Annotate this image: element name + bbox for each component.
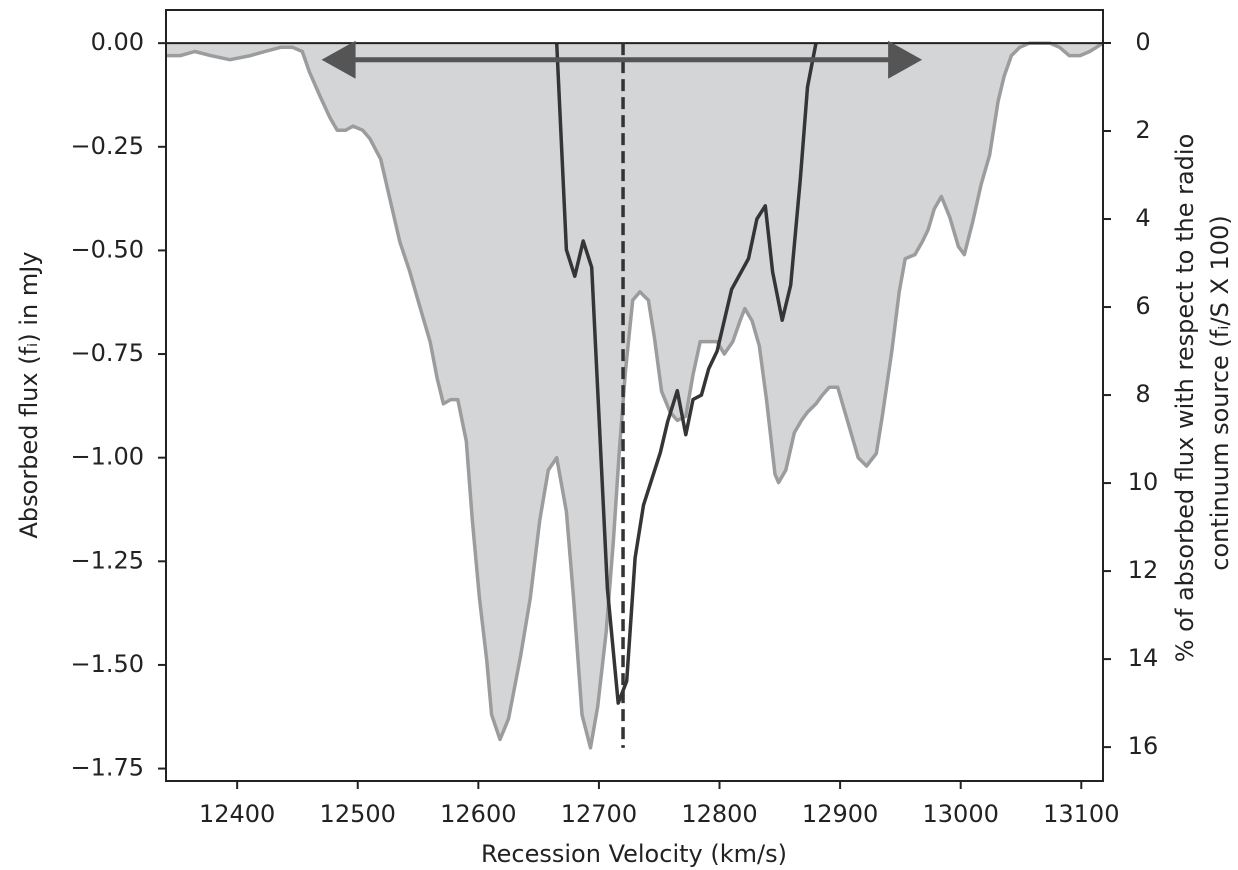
y-tick-label: 0.00 bbox=[91, 28, 144, 56]
y-tick-label: −1.50 bbox=[70, 650, 144, 678]
x-tick-label: 12700 bbox=[561, 800, 637, 828]
y-axis-label: Absorbed flux (fᵢ) in mJy bbox=[15, 252, 43, 539]
area-line bbox=[166, 41, 1104, 750]
y-tick-label: −0.50 bbox=[70, 235, 144, 263]
y2-tick-label: 2 bbox=[1135, 116, 1150, 144]
x-tick-label: 12900 bbox=[802, 800, 878, 828]
y-tick-label: −1.25 bbox=[70, 546, 144, 574]
arrow-head bbox=[888, 40, 923, 79]
line bbox=[554, 42, 818, 705]
y2-tick-label: 14 bbox=[1128, 644, 1159, 672]
y-tick-label: −1.75 bbox=[70, 754, 144, 782]
x-tick-label: 12800 bbox=[681, 800, 757, 828]
arrow-head bbox=[321, 40, 356, 79]
x-axis-label: Recession Velocity (km/s) bbox=[481, 840, 787, 868]
x-tick-label: 12400 bbox=[199, 800, 275, 828]
y2-axis-label: continuum source (fᵢ/S X 100) bbox=[1206, 215, 1234, 570]
y-tick-label: −0.25 bbox=[70, 132, 144, 160]
x-tick-label: 13100 bbox=[1043, 800, 1119, 828]
y-tick-label: −1.00 bbox=[70, 443, 144, 471]
y2-tick-label: 12 bbox=[1128, 556, 1159, 584]
y2-tick-label: 16 bbox=[1128, 732, 1159, 760]
y2-axis-label: % of absorbed flux with respect to the r… bbox=[1171, 134, 1199, 663]
y2-tick-label: 8 bbox=[1135, 380, 1150, 408]
x-tick-label: 12500 bbox=[320, 800, 396, 828]
y2-tick-label: 10 bbox=[1128, 468, 1159, 496]
x-tick-label: 12600 bbox=[440, 800, 516, 828]
area-fill bbox=[166, 43, 1103, 748]
x-tick-label: 13000 bbox=[923, 800, 999, 828]
y-tick-label: −0.75 bbox=[70, 339, 144, 367]
y2-tick-label: 6 bbox=[1135, 292, 1150, 320]
y2-tick-label: 0 bbox=[1135, 28, 1150, 56]
y2-tick-label: 4 bbox=[1135, 204, 1150, 232]
